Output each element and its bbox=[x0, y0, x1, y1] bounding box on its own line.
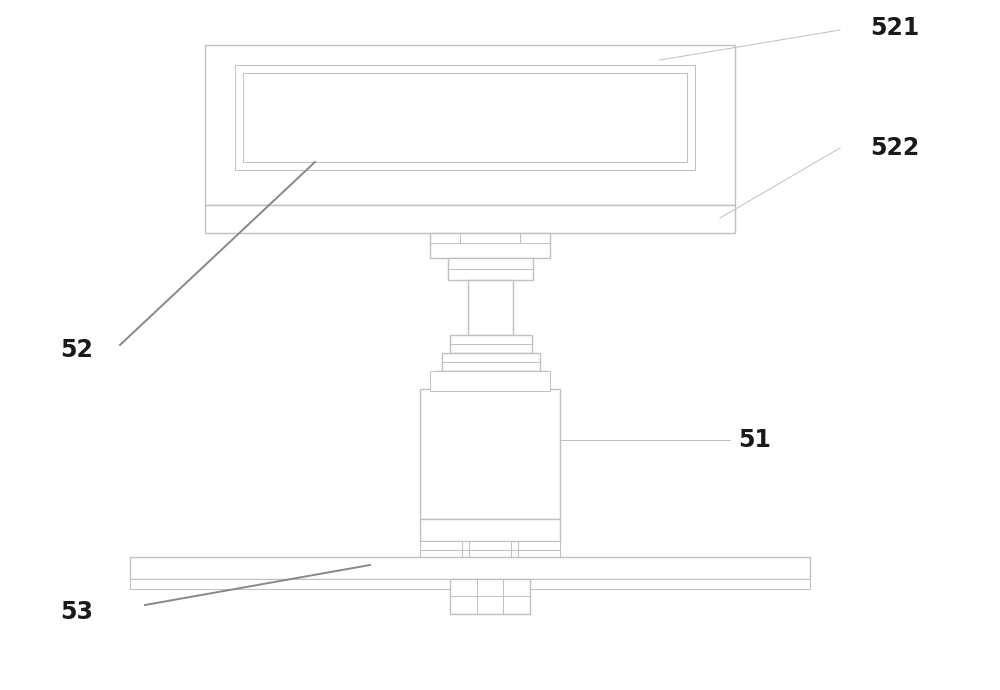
Bar bbox=[430, 371, 550, 391]
Bar bbox=[450, 579, 530, 614]
Bar bbox=[243, 73, 687, 162]
Text: 522: 522 bbox=[870, 136, 919, 160]
Text: 51: 51 bbox=[738, 428, 771, 452]
Bar bbox=[235, 65, 695, 170]
Bar bbox=[130, 557, 810, 579]
Bar bbox=[469, 541, 511, 559]
Bar bbox=[450, 335, 532, 353]
Bar bbox=[420, 519, 560, 541]
Bar bbox=[448, 258, 533, 280]
Bar bbox=[205, 205, 735, 233]
Bar bbox=[205, 45, 735, 205]
Bar bbox=[420, 389, 560, 519]
Bar bbox=[420, 541, 462, 559]
Bar bbox=[442, 353, 540, 371]
Bar bbox=[435, 371, 547, 389]
Text: 53: 53 bbox=[60, 600, 93, 624]
Bar bbox=[518, 541, 560, 559]
Bar bbox=[130, 579, 810, 589]
Text: 521: 521 bbox=[870, 16, 919, 40]
Text: 52: 52 bbox=[60, 338, 93, 362]
Bar bbox=[468, 280, 513, 335]
Bar bbox=[430, 233, 550, 258]
